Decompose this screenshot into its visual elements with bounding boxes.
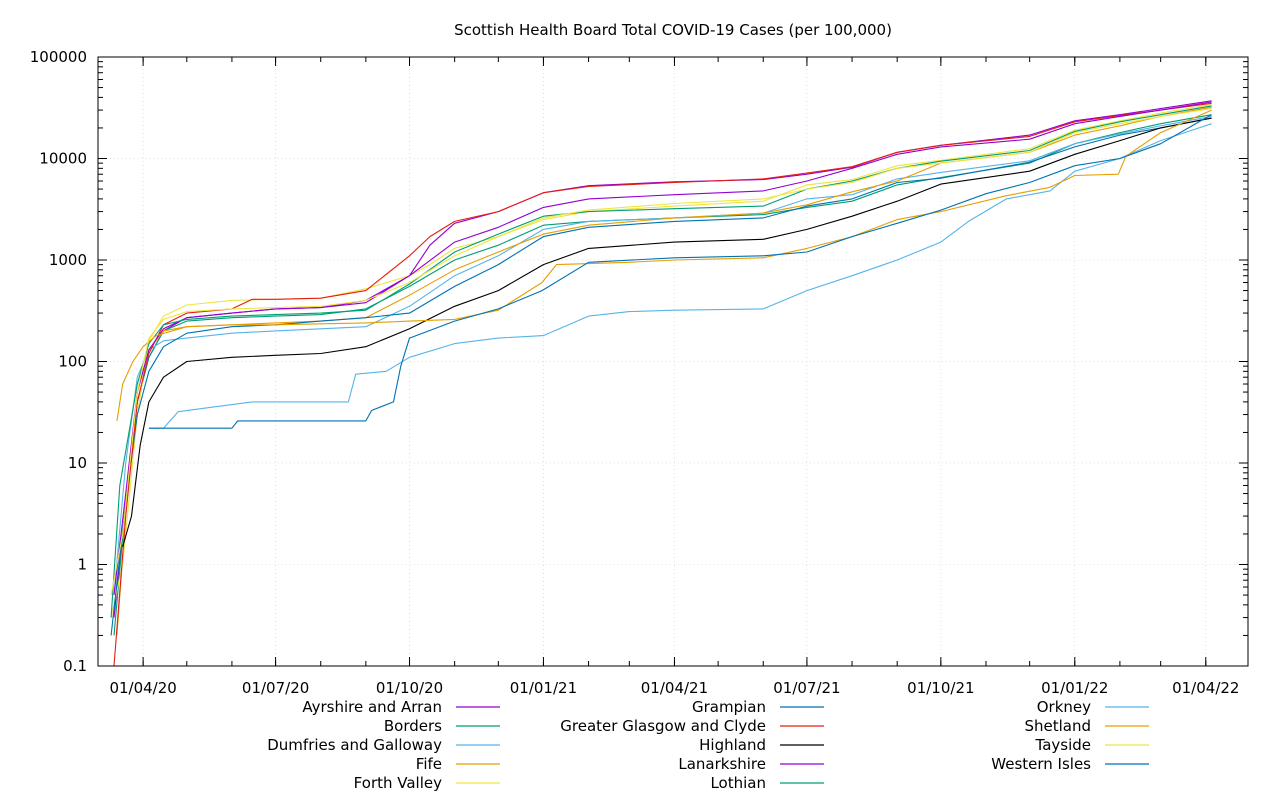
y-tick-label: 1000 [49,251,87,269]
series-line-shetland [116,109,1212,421]
legend-label-lothian: Lothian [710,774,766,792]
y-tick-label: 100000 [30,48,87,66]
series-line-lanarkshire [113,101,1212,596]
legend-label-grampian: Grampian [692,698,766,716]
legend-label-tayside: Tayside [1035,736,1091,754]
x-tick-label: 01/07/21 [773,679,840,697]
legend-label-borders: Borders [384,717,442,735]
y-tick-label: 10000 [39,150,87,168]
x-tick-label: 01/10/21 [907,679,974,697]
x-tick-label: 01/07/20 [242,679,309,697]
series-line-ayrshire-and-arran [113,100,1212,618]
legend-label-lanarkshire: Lanarkshire [678,755,766,773]
y-tick-label: 10 [68,454,87,472]
legend-label-dumfries-and-galloway: Dumfries and Galloway [267,736,442,754]
x-tick-label: 01/01/22 [1041,679,1108,697]
series-line-greater-glasgow-and-clyde [113,102,1212,667]
x-tick-label: 01/04/22 [1172,679,1239,697]
series-line-western-isles [148,114,1212,429]
series-line-orkney [148,123,1212,429]
axes: 0.1 1 10 100 1000 10000 100000 01/04/20 01/07/20… [30,48,1248,697]
legend-label-western-isles: Western Isles [991,755,1091,773]
legend-label-ayrshire-and-arran: Ayrshire and Arran [302,698,442,716]
series-line-forth-valley [110,104,1212,618]
x-tick-label: 01/01/21 [510,679,577,697]
y-tick-label: 1 [77,556,87,574]
legend-label-highland: Highland [699,736,766,754]
chart-title: Scottish Health Board Total COVID-19 Cas… [454,21,892,39]
series-line-highland [122,117,1212,547]
series-line-fife [116,106,1212,636]
y-tick-label: 100 [58,353,87,371]
series-line-grampian [110,117,1212,636]
series-line-lothian [110,105,1212,618]
legend-label-fife: Fife [416,755,442,773]
x-tick-label: 01/04/20 [109,679,176,697]
legend-label-orkney: Orkney [1037,698,1091,716]
series-line-borders [113,114,1212,636]
legend-label-greater-glasgow-and-clyde: Greater Glasgow and Clyde [560,717,766,735]
legend-label-shetland: Shetland [1024,717,1091,735]
grid [98,57,1248,666]
series-line-tayside [110,108,1212,596]
series-layer [110,100,1212,667]
y-tick-label: 0.1 [63,657,87,675]
x-tick-label: 01/04/21 [641,679,708,697]
legend-label-forth-valley: Forth Valley [354,774,442,792]
x-tick-label: 01/10/20 [376,679,443,697]
